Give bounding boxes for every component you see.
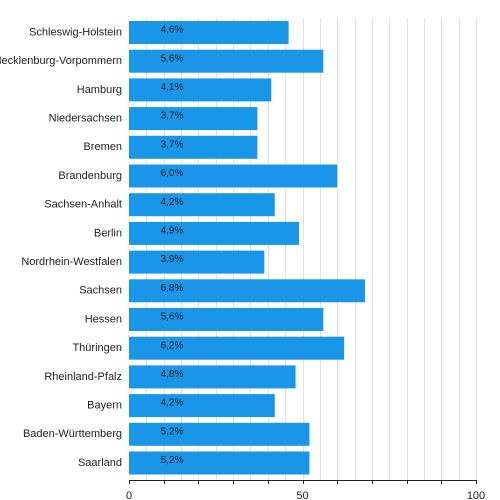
x-tick-label: 0: [126, 490, 132, 500]
data-label: 5,2%: [161, 455, 184, 466]
category-labels: Schleswig-Holstein Mecklenburg-Vorpommern…: [0, 26, 122, 469]
data-label: 6,2%: [161, 340, 184, 351]
data-label: 5,6%: [161, 53, 184, 64]
bar: [129, 193, 275, 217]
bar: [129, 451, 310, 475]
bar: [129, 250, 265, 274]
data-label: 5,6%: [161, 312, 184, 323]
data-label: 3,7%: [161, 139, 184, 150]
data-label: 4,8%: [161, 369, 184, 380]
category-label: Nordrhein-Westfalen: [21, 256, 122, 268]
category-label: Mecklenburg-Vorpommern: [0, 55, 122, 67]
category-label: Saarland: [78, 457, 122, 469]
data-label: 4,6%: [161, 25, 184, 36]
category-label: Brandenburg: [58, 170, 122, 182]
category-label: Sachsen-Anhalt: [44, 199, 122, 211]
bar: [129, 21, 289, 44]
bar: [129, 394, 275, 418]
bar: [129, 107, 258, 131]
x-tick-label: 100: [467, 490, 485, 500]
bar: [129, 221, 300, 245]
bar: [129, 49, 324, 73]
category-label: Hessen: [85, 313, 122, 325]
x-tick-label: 50: [296, 490, 308, 500]
bar: [129, 164, 338, 188]
bars: [129, 21, 365, 475]
data-label: 4,9%: [161, 226, 184, 237]
category-label: Bremen: [83, 141, 122, 153]
data-label: 4,2%: [161, 398, 184, 409]
category-label: Schleswig-Holstein: [29, 26, 122, 38]
data-label: 5,2%: [161, 426, 184, 437]
category-label: Niedersachsen: [49, 113, 122, 125]
category-label: Rheinland-Pfalz: [44, 371, 122, 383]
data-label: 6,8%: [161, 283, 184, 294]
category-label: Sachsen: [79, 285, 122, 297]
bar: [129, 365, 296, 389]
bar: [129, 279, 365, 303]
category-label: Hamburg: [77, 84, 122, 96]
data-label: 4,1%: [161, 82, 184, 93]
bar: [129, 135, 258, 159]
bar: [129, 308, 324, 331]
data-label: 6,0%: [161, 168, 184, 179]
x-axis: 0 50 100: [126, 480, 485, 500]
category-label: Thüringen: [72, 342, 122, 354]
category-label: Bayern: [87, 400, 122, 412]
data-label: 3,7%: [161, 111, 184, 122]
value-labels: 4,6% 5,6% 4,1% 3,7% 3,7% 6,0% 4,2% 4,9% 3,9% 6,8%…: [161, 25, 184, 467]
bar: [129, 78, 272, 102]
bar: [129, 422, 310, 446]
category-label: Baden-Württemberg: [23, 428, 122, 440]
data-label: 4,2%: [161, 197, 184, 208]
bar: [129, 336, 345, 360]
data-label: 3,9%: [161, 254, 184, 265]
category-label: Berlin: [94, 227, 122, 239]
